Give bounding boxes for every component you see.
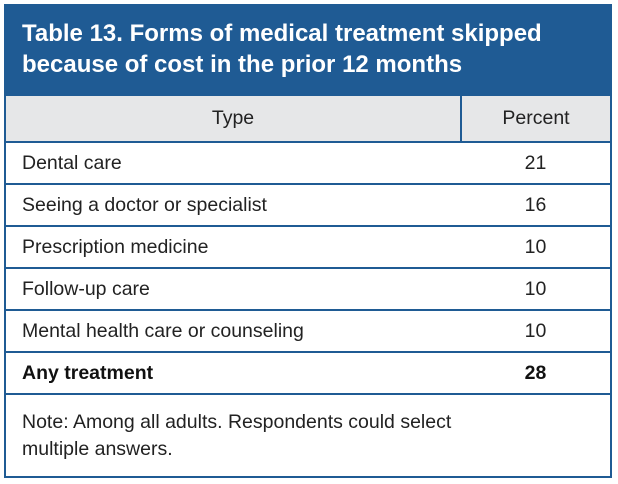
table-row: Prescription medicine 10 — [6, 226, 610, 269]
column-header-percent: Percent — [461, 96, 610, 143]
row-type: Seeing a doctor or specialist — [6, 184, 461, 227]
row-type: Dental care — [6, 142, 461, 185]
row-percent: 21 — [461, 142, 610, 185]
row-percent: 10 — [461, 226, 610, 269]
table-note: Note: Among all adults. Respondents coul… — [22, 411, 452, 460]
table-row: Seeing a doctor or specialist 16 — [6, 184, 610, 227]
table-title: Table 13. Forms of medical treatment ski… — [6, 6, 610, 96]
table-row: Dental care 21 — [6, 142, 610, 185]
row-percent: 10 — [461, 268, 610, 311]
table-row: Mental health care or counseling 10 — [6, 310, 610, 353]
column-header-type: Type — [6, 96, 462, 143]
total-type: Any treatment — [6, 352, 461, 395]
row-percent: 10 — [461, 310, 610, 353]
row-type: Mental health care or counseling — [6, 310, 461, 353]
row-percent: 16 — [461, 184, 610, 227]
row-type: Follow-up care — [6, 268, 461, 311]
total-percent: 28 — [461, 352, 610, 395]
total-row: Any treatment 28 — [6, 352, 610, 395]
table-row: Follow-up care 10 — [6, 268, 610, 311]
header-row: Type Percent — [6, 96, 610, 143]
table-frame: Table 13. Forms of medical treatment ski… — [4, 4, 612, 478]
data-table: Type Percent Dental care 21 Seeing a doc… — [6, 96, 610, 395]
row-type: Prescription medicine — [6, 226, 461, 269]
